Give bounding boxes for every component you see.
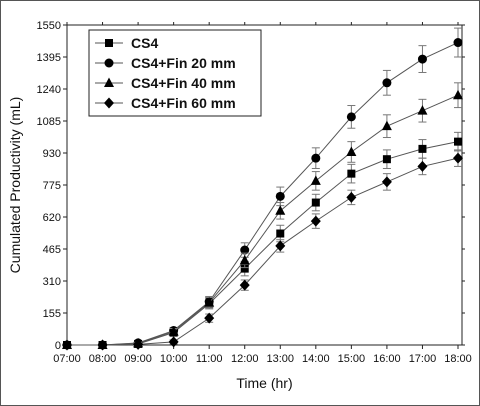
legend-item: CS4+Fin 60 mm xyxy=(95,95,236,111)
data-point xyxy=(168,336,179,348)
data-point xyxy=(311,198,320,207)
data-point xyxy=(276,229,285,238)
legend-item: CS4 xyxy=(95,35,158,51)
data-point xyxy=(204,297,215,307)
x-tick-label: 14:00 xyxy=(302,353,330,365)
data-point xyxy=(417,105,428,115)
y-tick-label: 465 xyxy=(43,244,61,256)
data-point xyxy=(347,169,356,178)
legend-label: CS4+Fin 60 mm xyxy=(131,95,236,111)
y-tick-label: 1085 xyxy=(37,116,61,128)
y-tick-label: 1395 xyxy=(37,52,61,64)
data-point xyxy=(62,339,72,351)
legend-label: CS4+Fin 40 mm xyxy=(131,75,236,91)
data-point xyxy=(418,144,427,153)
series-line xyxy=(67,157,459,346)
y-tick-label: 310 xyxy=(43,276,61,288)
series-square xyxy=(63,131,462,349)
y-tick-label: 930 xyxy=(43,148,61,160)
data-point xyxy=(239,254,250,265)
x-tick-label: 17:00 xyxy=(409,353,437,365)
data-point xyxy=(382,78,392,88)
x-tick-label: 15:00 xyxy=(338,353,366,365)
data-point xyxy=(381,120,392,131)
y-axis-title: Cumulated Productivity (mL) xyxy=(7,97,23,274)
data-point xyxy=(417,160,428,172)
legend-marker xyxy=(104,97,114,109)
legend-marker xyxy=(104,58,114,68)
data-point xyxy=(310,175,321,185)
x-tick-label: 09:00 xyxy=(124,353,152,365)
x-tick-label: 10:00 xyxy=(160,353,188,365)
x-tick-label: 12:00 xyxy=(231,353,259,365)
data-point xyxy=(346,146,357,156)
x-tick-label: 08:00 xyxy=(89,353,117,365)
x-tick-label: 13:00 xyxy=(267,353,295,365)
data-point xyxy=(240,264,249,273)
y-tick-label: 1240 xyxy=(37,84,61,96)
data-point xyxy=(417,54,427,64)
series-line xyxy=(67,94,459,346)
series-diamond xyxy=(62,149,463,351)
data-point xyxy=(97,339,108,351)
x-axis-title: Time (hr) xyxy=(236,375,292,391)
data-point xyxy=(275,205,286,215)
data-point xyxy=(346,191,357,203)
legend-marker xyxy=(104,77,114,87)
data-point xyxy=(133,338,144,350)
y-tick-label: 0 xyxy=(55,340,61,352)
x-tick-label: 07:00 xyxy=(53,353,81,365)
data-point xyxy=(310,215,321,227)
data-point xyxy=(168,326,179,336)
series-line xyxy=(67,141,459,346)
x-tick-label: 18:00 xyxy=(444,353,472,365)
legend-label: CS4+Fin 20 mm xyxy=(131,55,236,71)
data-point xyxy=(454,137,462,146)
data-point xyxy=(346,112,356,122)
data-point xyxy=(453,38,463,48)
data-point xyxy=(275,240,286,252)
axes: 0 155 310 465 620 775 930 1085 1240 1395 1550 07:00… xyxy=(37,20,472,365)
series-triangle xyxy=(62,82,463,349)
legend-box xyxy=(88,29,262,117)
legend-item: CS4+Fin 20 mm xyxy=(95,55,236,71)
data-point xyxy=(453,89,463,100)
y-tick-label: 775 xyxy=(43,180,61,192)
data-point xyxy=(311,153,321,163)
data-point xyxy=(453,152,463,164)
data-point xyxy=(204,312,215,324)
x-tick-label: 16:00 xyxy=(373,353,401,365)
y-tick-label: 155 xyxy=(43,308,61,320)
legend-marker xyxy=(105,39,113,47)
x-tick-label: 11:00 xyxy=(196,353,223,365)
legend: CS4 CS4+Fin 20 mm CS4+Fin 40 mm CS4+Fin 60 … xyxy=(88,29,262,117)
data-point xyxy=(239,279,250,291)
data-point xyxy=(381,176,392,188)
y-tick-label: 620 xyxy=(43,212,61,224)
legend-label: CS4 xyxy=(131,35,158,51)
data-point xyxy=(240,245,250,255)
legend-item: CS4+Fin 40 mm xyxy=(95,75,236,91)
data-point xyxy=(275,191,285,201)
y-tick-label: 1550 xyxy=(37,20,61,32)
series-layer xyxy=(62,27,463,351)
data-point xyxy=(382,155,391,164)
